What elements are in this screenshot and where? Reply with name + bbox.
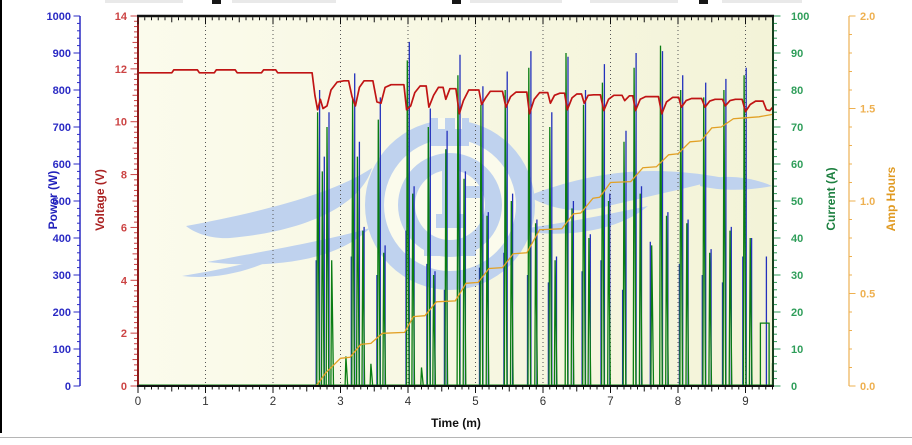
amp-hours-tick-label: 1.0	[860, 196, 875, 208]
time-tick-label: 0	[135, 396, 141, 408]
current-axis: 0 10 20 30 40 50 60 70 80 90 100	[774, 11, 809, 393]
voltage-tick-label: 6	[121, 222, 127, 234]
current-tick-label: 10	[791, 344, 803, 356]
cropped-title-haze	[470, 0, 562, 3]
current-tick-label: 40	[791, 233, 803, 245]
amp-hours-tick-label: 2.0	[860, 11, 875, 23]
amp-hours-tick-label: 0.0	[860, 381, 875, 393]
amp-hours-tick-label: 1.5	[860, 104, 875, 116]
voltage-tick-label: 4	[121, 275, 128, 287]
power-tick-label: 300	[53, 270, 71, 282]
time-tick-label: 8	[675, 396, 681, 408]
time-tick-label: 4	[405, 396, 412, 408]
voltage-axis: 0 2 4 6 8 10 12 14	[115, 11, 137, 393]
current-tick-label: 20	[791, 307, 803, 319]
amp-hours-axis-title: Amp Hours	[884, 166, 898, 232]
cropped-title-blob	[452, 0, 461, 4]
power-tick-label: 700	[53, 122, 71, 134]
data-traces	[138, 41, 773, 386]
current-tick-label: 50	[791, 196, 803, 208]
cropped-title-blob	[212, 0, 221, 4]
power-tick-label: 500	[53, 196, 71, 208]
power-tick-label: 100	[53, 344, 71, 356]
amp-hours-tick-label: 0.5	[860, 289, 875, 301]
power-tick-label: 800	[53, 85, 71, 97]
current-axis-title: Current (A)	[824, 167, 838, 231]
voltage-tick-label: 8	[121, 170, 127, 182]
time-axis-title: Time (m)	[431, 416, 481, 430]
voltage-tick-label: 12	[115, 64, 127, 76]
power-axis: 0 100 200 300 400 500 600 700 800 900 1000	[47, 11, 80, 393]
voltage-tick-label: 10	[115, 117, 127, 129]
cropped-title-haze	[232, 0, 336, 3]
current-tick-label: 70	[791, 122, 803, 134]
power-tick-label: 900	[53, 48, 71, 60]
time-tick-label: 9	[742, 396, 748, 408]
power-tick-label: 200	[53, 307, 71, 319]
time-tick-label: 1	[202, 396, 208, 408]
current-tick-label: 60	[791, 159, 803, 171]
voltage-tick-label: 0	[121, 381, 127, 393]
time-tick-label: 2	[270, 396, 276, 408]
voltage-trace	[138, 69, 773, 115]
voltage-tick-label: 2	[121, 328, 127, 340]
power-tick-label: 0	[65, 381, 71, 393]
time-axis-ticks: 0 1 2 3 4 5 6 7 8 9	[135, 17, 773, 408]
cropped-title-haze	[105, 0, 183, 3]
cropped-title-haze	[590, 0, 678, 3]
current-tick-label: 90	[791, 48, 803, 60]
current-tick-label: 100	[791, 11, 809, 23]
voltage-tick-label: 14	[115, 11, 128, 23]
power-tick-label: 600	[53, 159, 71, 171]
power-axis-title: Power (W)	[46, 170, 60, 230]
time-tick-label: 7	[607, 396, 613, 408]
power-tick-label: 400	[53, 233, 71, 245]
cropped-title-blob	[699, 0, 708, 4]
time-tick-label: 6	[540, 396, 546, 408]
time-tick-label: 3	[337, 396, 343, 408]
window-bottom-rule	[0, 437, 912, 438]
current-tick-label: 30	[791, 270, 803, 282]
time-tick-label: 5	[472, 396, 478, 408]
amp-hours-trace	[138, 113, 773, 386]
amp-hours-axis: 0.0 0.5 1.0 1.5 2.0	[849, 11, 875, 393]
current-tick-label: 80	[791, 85, 803, 97]
window-left-border	[0, 0, 2, 433]
power-tick-label: 1000	[47, 11, 71, 23]
cropped-title-haze	[722, 0, 802, 3]
voltage-axis-title: Voltage (V)	[93, 169, 107, 231]
current-tick-label: 0	[791, 381, 797, 393]
